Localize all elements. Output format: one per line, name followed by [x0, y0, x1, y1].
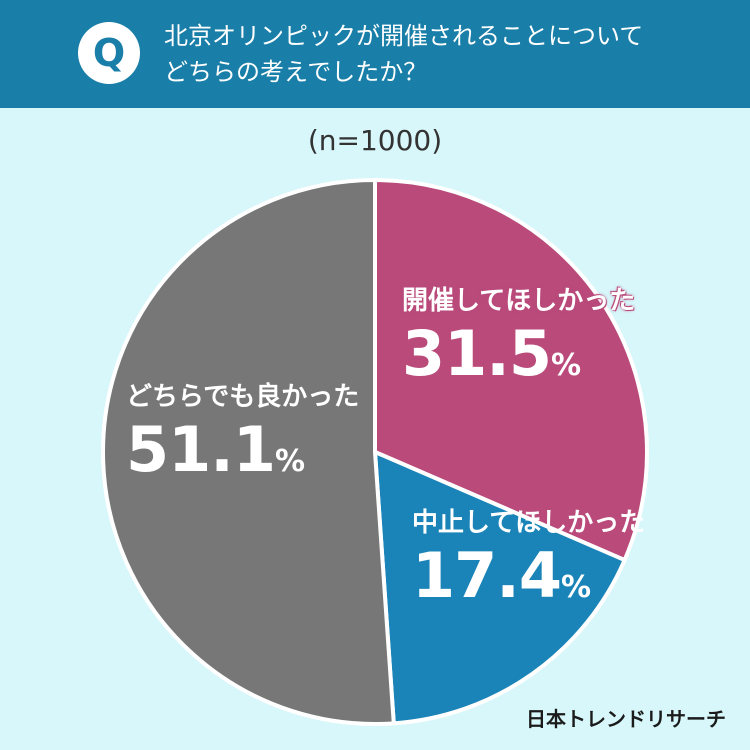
slice-unit-dochira: %	[274, 444, 305, 479]
slice-name-dochira: どちらでも良かった	[126, 382, 360, 412]
question-line-2: どちらの考えでしたか？	[164, 58, 428, 86]
slice-value-number-kaisai: 31.5	[402, 317, 552, 390]
question-text: 北京オリンピックが開催されることについて どちらの考えでしたか？	[164, 18, 724, 90]
slice-kaisai	[373, 178, 649, 563]
question-header: Q 北京オリンピックが開催されることについて どちらの考えでしたか？	[0, 0, 750, 108]
slice-name-chushi: 中止してほしかった	[412, 508, 646, 538]
slice-value-dochira: 51.1%	[126, 414, 359, 498]
credit-logo: 日本トレンドリサーチ	[526, 707, 726, 731]
slice-value-chushi: 17.4%	[412, 540, 645, 624]
slice-value-number-chushi: 17.4	[412, 539, 562, 612]
slice-value-kaisai: 31.5%	[402, 318, 635, 402]
slice-label-dochira: どちらでも良かった 51.1%	[126, 380, 359, 498]
sample-size: (n=1000)	[307, 124, 443, 157]
slice-unit-chushi: %	[560, 570, 591, 605]
slice-label-chushi: 中止してほしかった 17.4%	[412, 506, 645, 624]
slice-unit-kaisai: %	[550, 348, 581, 383]
question-line-1: 北京オリンピックが開催されることについて	[164, 22, 644, 50]
slice-value-number-dochira: 51.1	[126, 413, 276, 486]
slice-name-kaisai: 開催してほしかった	[402, 286, 636, 316]
slice-dochira	[101, 178, 396, 726]
slice-label-kaisai: 開催してほしかった 31.5%	[402, 284, 635, 402]
slice-chushi	[373, 450, 627, 726]
q-badge-icon: Q	[78, 22, 140, 84]
